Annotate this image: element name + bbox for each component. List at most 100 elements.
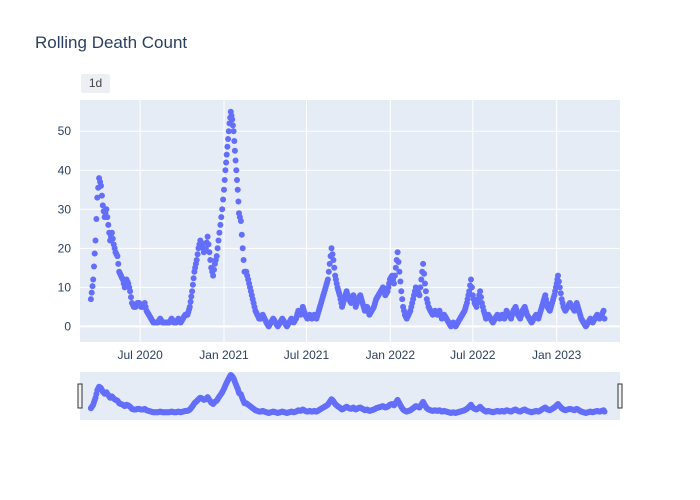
data-point	[225, 136, 232, 142]
data-point	[99, 202, 106, 209]
range-slider-left-handle[interactable]	[77, 383, 83, 409]
x-axis-ticks: Jul 2020 Jan 2021 Jul 2021 Jan 2022 Jul 2022…	[117, 348, 581, 362]
data-point-interp	[329, 251, 336, 258]
data-point	[222, 167, 229, 174]
data-point	[418, 276, 425, 283]
data-point	[422, 280, 428, 287]
data-point-interp	[331, 264, 338, 271]
data-point-interp	[207, 257, 214, 263]
data-point-interp	[216, 229, 223, 236]
data-point-interp	[205, 241, 212, 248]
data-point	[127, 288, 134, 295]
y-tick-label: 40	[58, 163, 72, 177]
data-point	[234, 186, 241, 193]
data-point-interp	[93, 216, 100, 222]
data-point	[239, 245, 246, 252]
data-point-interp	[391, 272, 398, 279]
x-tick-label: Jul 2021	[284, 348, 330, 362]
data-point	[215, 237, 222, 244]
y-gridlines	[80, 130, 620, 328]
data-point-interp	[98, 192, 105, 199]
data-point-interp	[221, 177, 228, 183]
data-point	[223, 151, 230, 158]
data-point-interp	[238, 231, 245, 238]
range-slider-right-handle[interactable]	[617, 383, 623, 409]
data-point	[108, 229, 115, 236]
data-point-interp	[218, 214, 225, 221]
data-point	[237, 218, 244, 224]
data-point	[213, 253, 220, 260]
x-tick-label: Jan 2021	[199, 348, 249, 362]
data-point	[217, 221, 224, 228]
data-point-interp	[91, 250, 98, 257]
data-point	[555, 272, 561, 279]
data-point-interp	[220, 196, 227, 203]
data-point-interp	[555, 278, 562, 285]
data-point-interp	[189, 281, 196, 288]
x-tick-label: Jan 2023	[532, 348, 582, 362]
data-point	[420, 260, 427, 267]
data-point	[392, 264, 399, 271]
data-point-interp	[468, 284, 475, 291]
chart-title: Rolling Death Count	[35, 33, 188, 52]
data-point	[219, 206, 226, 213]
data-point-interp	[115, 260, 122, 267]
data-point	[105, 221, 112, 228]
data-point	[468, 276, 474, 283]
data-point-interp	[231, 138, 238, 144]
data-point-interp	[421, 270, 428, 277]
data-point	[394, 249, 401, 256]
data-point-interp	[187, 298, 194, 305]
data-point-interp	[417, 284, 424, 291]
data-point	[103, 206, 110, 213]
y-tick-label: 50	[58, 124, 72, 138]
data-point-interp	[190, 275, 197, 282]
data-point-interp	[478, 294, 484, 301]
data-point-interp	[235, 198, 242, 205]
data-point-interp	[211, 266, 217, 273]
data-point	[556, 284, 563, 291]
data-point-interp	[128, 294, 134, 301]
data-point	[416, 292, 423, 299]
data-point-interp	[91, 263, 97, 270]
data-point	[204, 233, 211, 240]
data-point	[601, 315, 608, 322]
data-point	[328, 245, 335, 252]
data-point-interp	[188, 293, 195, 300]
data-point-interp	[397, 278, 404, 285]
y-tick-label: 20	[58, 241, 72, 255]
data-point-interp	[194, 251, 201, 258]
data-point	[114, 253, 121, 260]
data-point	[233, 167, 240, 174]
data-point	[92, 237, 99, 244]
data-point	[231, 147, 238, 154]
data-point-interp	[399, 296, 406, 303]
slider-point	[601, 408, 608, 415]
data-point	[324, 276, 331, 283]
data-point	[87, 296, 94, 303]
data-point-interp	[229, 122, 236, 129]
data-point	[221, 186, 227, 193]
data-point	[391, 280, 397, 287]
x-tick-label: Jul 2020	[117, 348, 163, 362]
data-point	[477, 288, 484, 295]
data-point-interp	[88, 289, 95, 296]
y-axis-ticks: 0 10 20 30 40 50	[58, 124, 72, 333]
data-point-interp	[422, 288, 429, 295]
data-point	[398, 288, 405, 295]
data-point-interp	[232, 157, 239, 164]
data-point	[396, 268, 403, 275]
y-tick-label: 0	[64, 319, 71, 333]
data-point	[326, 260, 333, 267]
data-point	[186, 303, 193, 310]
range-1d-button[interactable]: 1d	[81, 74, 110, 93]
data-point-interp	[223, 159, 230, 166]
data-point-interp	[89, 283, 96, 290]
data-point	[230, 128, 237, 135]
data-point	[98, 182, 104, 189]
data-point	[189, 288, 196, 295]
data-point	[193, 257, 200, 263]
y-tick-label: 10	[58, 280, 72, 294]
x-tick-label: Jul 2022	[450, 348, 496, 362]
